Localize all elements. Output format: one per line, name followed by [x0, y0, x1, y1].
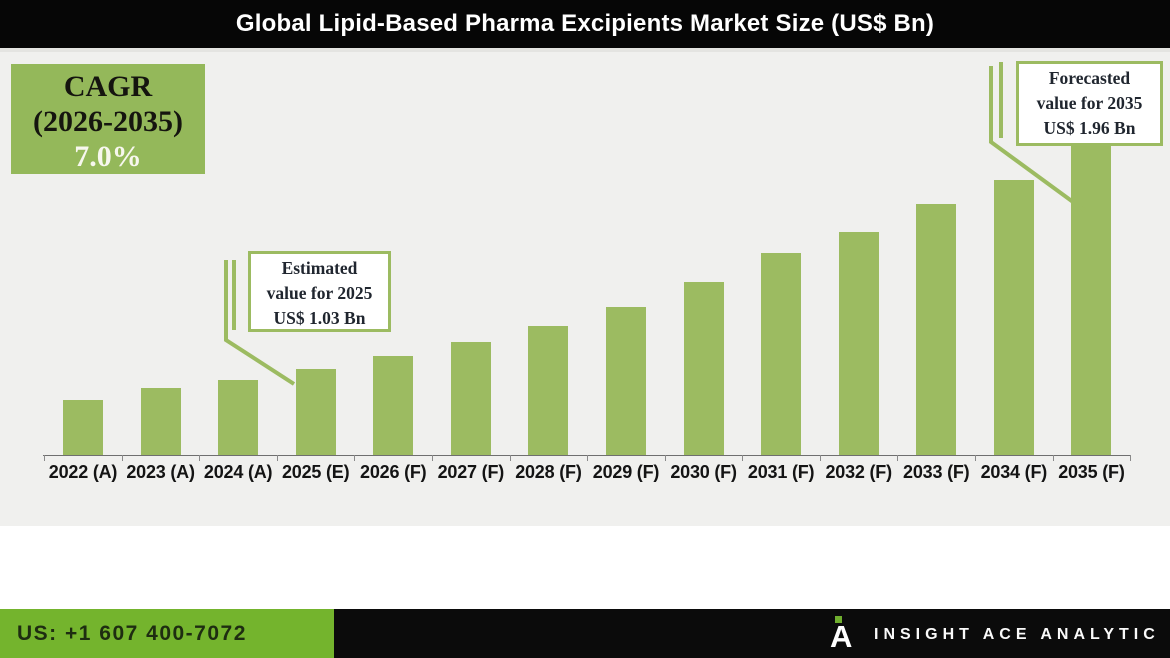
- estimated-value: US$ 1.03 Bn: [273, 308, 366, 328]
- bar-2031: [761, 253, 802, 455]
- bar-2024: [218, 380, 259, 455]
- estimated-line2: value for 2025: [266, 283, 373, 303]
- footer-bar: US: +1 607 400-7072 A INSIGHT ACE ANALYT…: [0, 609, 1170, 658]
- axis-tick: [121, 455, 123, 461]
- axis-tick: [742, 455, 744, 461]
- axis-tick: [199, 455, 201, 461]
- estimated-value-callout: Estimated value for 2025 US$ 1.03 Bn: [248, 251, 391, 332]
- bar-2035: [1071, 145, 1112, 455]
- phone-number: US: +1 607 400-7072: [17, 621, 247, 645]
- contributors-strip: Market Contributors: AAK Alsiano: [0, 526, 1170, 609]
- x-axis-label-2030: 2030 (F): [670, 462, 737, 482]
- green-square-icon: [835, 616, 842, 623]
- brand-name: INSIGHT ACE ANALYTIC: [874, 626, 1160, 643]
- bar-2033: [916, 204, 957, 455]
- insight-ace-logo-icon: A: [828, 614, 864, 654]
- axis-tick: [1130, 455, 1132, 461]
- bar-2022: [63, 400, 103, 455]
- axis-tick: [1052, 455, 1054, 461]
- x-axis-label-2023: 2023 (A): [126, 462, 195, 482]
- bar-2029: [605, 307, 646, 455]
- x-axis-label-2031: 2031 (F): [747, 462, 815, 482]
- estimated-line1: Estimated: [281, 258, 358, 278]
- cagr-badge: CAGR (2026-2035) 7.0%: [11, 64, 205, 174]
- bar-2025: [295, 369, 336, 455]
- bar-2030: [683, 282, 724, 455]
- axis-tick: [587, 455, 589, 461]
- page-title: Global Lipid-Based Pharma Excipients Mar…: [235, 10, 935, 37]
- x-axis-label-2022: 2022 (A): [48, 462, 118, 482]
- axis-tick: [897, 455, 899, 461]
- bar-2028: [528, 326, 569, 455]
- forecasted-value-callout: Forecasted value for 2035 US$ 1.96 Bn: [1016, 61, 1163, 146]
- axis-tick: [509, 455, 511, 461]
- header-divider: [0, 48, 1170, 52]
- x-axis-label-2032: 2032 (F): [825, 462, 892, 482]
- callout-connectors: [224, 62, 1086, 386]
- bar-chart: CAGR (2026-2035) 7.0% Estimated value fo…: [0, 52, 1170, 526]
- axis-tick: [432, 455, 434, 461]
- axis-tick: [664, 455, 666, 461]
- axis-tick: [819, 455, 821, 461]
- cagr-label: CAGR: [63, 70, 153, 103]
- bar-2023: [140, 388, 181, 455]
- cagr-value: 7.0%: [74, 140, 142, 173]
- forecasted-line1: Forecasted: [1048, 68, 1131, 88]
- axis-tick: [975, 455, 977, 461]
- x-axis-label-2024: 2024 (A): [203, 462, 273, 482]
- x-axis-label-2034: 2034 (F): [980, 462, 1048, 482]
- axis-tick: [44, 455, 46, 461]
- axis-tick: [354, 455, 356, 461]
- x-axis-label-2026: 2026 (F): [360, 462, 427, 482]
- forecasted-value: US$ 1.96 Bn: [1043, 118, 1136, 138]
- x-axis-label-2029: 2029 (F): [592, 462, 660, 482]
- x-axis-label-2027: 2027 (F): [437, 462, 505, 482]
- bar-2026: [373, 356, 414, 455]
- x-axis-label-2033: 2033 (F): [903, 462, 970, 482]
- forecasted-line2: value for 2035: [1036, 93, 1143, 113]
- bar-2034: [993, 180, 1034, 455]
- cagr-period: (2026-2035): [33, 105, 183, 138]
- x-axis-label-2035: 2035 (F): [1058, 462, 1125, 482]
- bar-2027: [450, 342, 491, 455]
- x-axis-label-2025: 2025 (E): [281, 462, 350, 482]
- x-axis-line: [43, 455, 1131, 456]
- phone-banner: US: +1 607 400-7072: [0, 609, 334, 658]
- title-bar: Global Lipid-Based Pharma Excipients Mar…: [0, 0, 1170, 48]
- axis-tick: [276, 455, 278, 461]
- bar-2032: [838, 232, 879, 455]
- x-axis-label-2028: 2028 (F): [515, 462, 582, 482]
